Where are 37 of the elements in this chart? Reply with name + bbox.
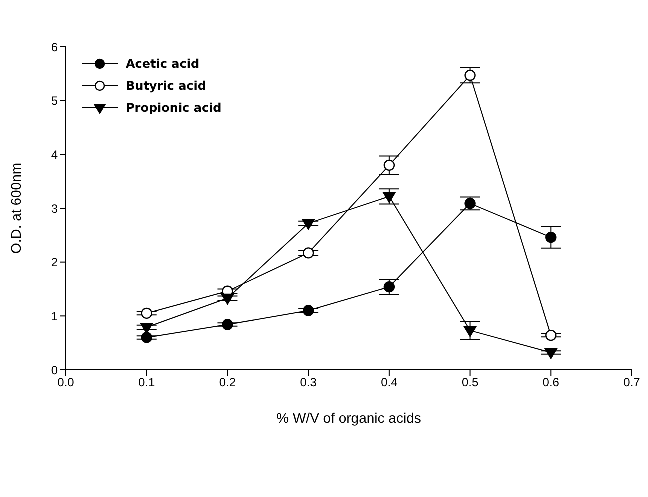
x-tick-label: 0.2: [219, 376, 236, 390]
y-tick-label: 4: [51, 148, 58, 162]
point: [384, 160, 396, 172]
point: [544, 348, 558, 360]
x-tick-label: 0.6: [542, 376, 560, 390]
point: [221, 294, 234, 305]
point: [141, 308, 152, 320]
legend-label: Butyric acid: [126, 79, 206, 93]
point: [222, 319, 234, 330]
point: [302, 305, 314, 316]
y-axis-title: O.D. at 600nm: [8, 162, 24, 254]
x-tick-label: 0.1: [138, 376, 156, 390]
legend-label: Propionic acid: [126, 101, 222, 115]
x-tick-label: 0.4: [381, 376, 398, 390]
point: [464, 326, 477, 338]
x-tick-label: 0.0: [58, 376, 75, 390]
point: [140, 322, 154, 334]
x-tick-label: 0.5: [462, 376, 479, 390]
legend-label: Acetic acid: [126, 57, 200, 71]
y-tick-label: 2: [51, 256, 58, 270]
y-tick-label: 1: [51, 309, 58, 324]
y-tick-label: 5: [51, 94, 58, 108]
x-tick-label: 0.7: [624, 376, 641, 390]
y-tick-label: 3: [51, 202, 58, 216]
y-tick-label: 6: [51, 40, 58, 54]
point: [302, 248, 314, 259]
point: [546, 330, 557, 342]
x-tick-label: 0.3: [300, 376, 318, 390]
point: [382, 192, 396, 204]
point: [464, 70, 476, 82]
point: [302, 219, 316, 230]
x-axis-title: % W/V of organic acids: [276, 410, 422, 426]
y-tick-label: 0: [51, 363, 58, 378]
point: [141, 332, 152, 344]
point: [384, 281, 396, 293]
point: [464, 198, 476, 210]
point: [546, 232, 557, 244]
